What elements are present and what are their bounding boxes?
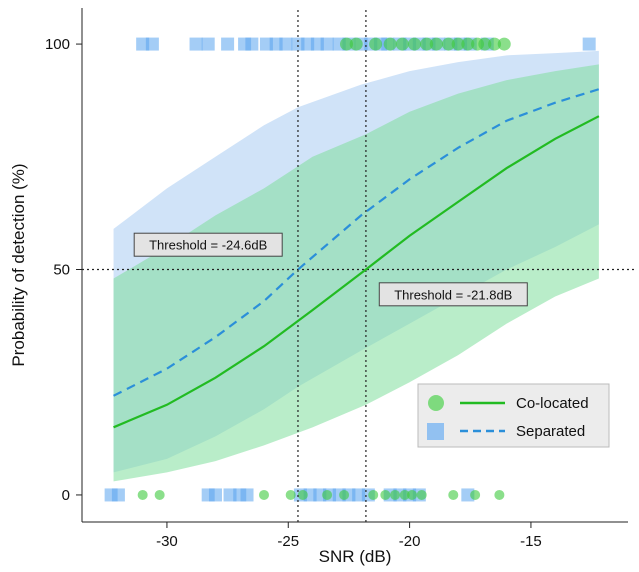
curves-layer xyxy=(113,88,600,429)
colocated-point-14 xyxy=(369,37,383,51)
colocated-point-10 xyxy=(488,37,502,51)
colocated-point-22 xyxy=(368,489,379,500)
colocated-point-28 xyxy=(448,489,459,500)
threshold-annotation-text-0: Threshold = -24.6dB xyxy=(149,238,267,253)
y-tick-label-1: 50 xyxy=(53,262,70,279)
colocated-point-2 xyxy=(407,37,421,51)
colocated-point-6 xyxy=(451,37,465,51)
colocated-point-18 xyxy=(285,489,296,500)
colocated-point-1 xyxy=(395,37,409,51)
colocated-point-4 xyxy=(429,37,443,51)
x-axis-label: SNR (dB) xyxy=(319,547,392,566)
colocated-point-15 xyxy=(137,489,148,500)
separated-point-4 xyxy=(221,37,235,51)
y-tick-label-2: 100 xyxy=(45,36,70,53)
separated-point-2 xyxy=(189,37,203,51)
colocated-point-3 xyxy=(420,37,434,51)
legend-separated-marker xyxy=(427,423,444,440)
reference-lines xyxy=(82,10,636,522)
colocated-point-11 xyxy=(497,37,511,51)
x-tick-label-2: -20 xyxy=(399,533,421,550)
separated-point-29 xyxy=(582,37,596,51)
separated-point-9 xyxy=(279,37,293,51)
colocated-point-21 xyxy=(339,489,350,500)
separated-point-6 xyxy=(245,37,259,51)
colocated-point-12 xyxy=(340,37,354,51)
colocated-point-26 xyxy=(407,489,418,500)
annotations-layer: Threshold = -24.6dB Threshold = -21.8dB xyxy=(133,232,528,307)
colocated-point-27 xyxy=(416,489,427,500)
separated-point-13 xyxy=(320,37,334,51)
colocated-point-7 xyxy=(461,37,475,51)
legend: Co-located Separated xyxy=(417,383,610,448)
y-axis-label: Probability of detection (%) xyxy=(9,163,28,366)
threshold-annotation-box-0 xyxy=(133,232,283,257)
separated-point-1 xyxy=(145,37,159,51)
separated-curve xyxy=(113,88,600,397)
y-tick-label-0: 0 xyxy=(62,487,70,504)
colocated-point-9 xyxy=(478,37,492,51)
legend-colocated-marker xyxy=(428,395,444,411)
ticks-layer: -30 -25 -20 -15 0 50 100 xyxy=(45,36,542,550)
axes xyxy=(81,8,628,523)
threshold-annotation-box-1 xyxy=(378,282,528,307)
x-tick-label-1: -25 xyxy=(277,533,299,550)
colocated-point-0 xyxy=(383,37,397,51)
colocated-point-13 xyxy=(349,37,363,51)
legend-separated-label: Separated xyxy=(516,423,585,440)
colocated-point-24 xyxy=(390,489,401,500)
colocated-point-20 xyxy=(322,489,333,500)
colocated-point-5 xyxy=(441,37,455,51)
colocated-point-16 xyxy=(154,489,165,500)
colocated-confidence-band xyxy=(113,64,599,482)
raw-points-layer xyxy=(104,37,596,502)
colocated-point-23 xyxy=(380,489,391,500)
legend-colocated-label: Co-located xyxy=(516,395,589,412)
x-tick-label-3: -15 xyxy=(520,533,542,550)
colocated-point-19 xyxy=(297,489,308,500)
colocated-point-30 xyxy=(494,489,505,500)
separated-point-3 xyxy=(201,37,215,51)
bands-layer xyxy=(113,50,599,482)
colocated-point-25 xyxy=(399,489,410,500)
colocated-curve xyxy=(113,115,600,429)
separated-point-31 xyxy=(111,488,125,502)
colocated-point-29 xyxy=(470,489,481,500)
separated-point-49 xyxy=(461,488,475,502)
legend-box xyxy=(417,383,610,448)
x-tick-label-0: -30 xyxy=(156,533,178,550)
colocated-point-17 xyxy=(259,489,269,500)
threshold-annotation-text-1: Threshold = -21.8dB xyxy=(394,287,512,302)
separated-point-36 xyxy=(240,488,254,502)
separated-point-33 xyxy=(208,488,222,502)
